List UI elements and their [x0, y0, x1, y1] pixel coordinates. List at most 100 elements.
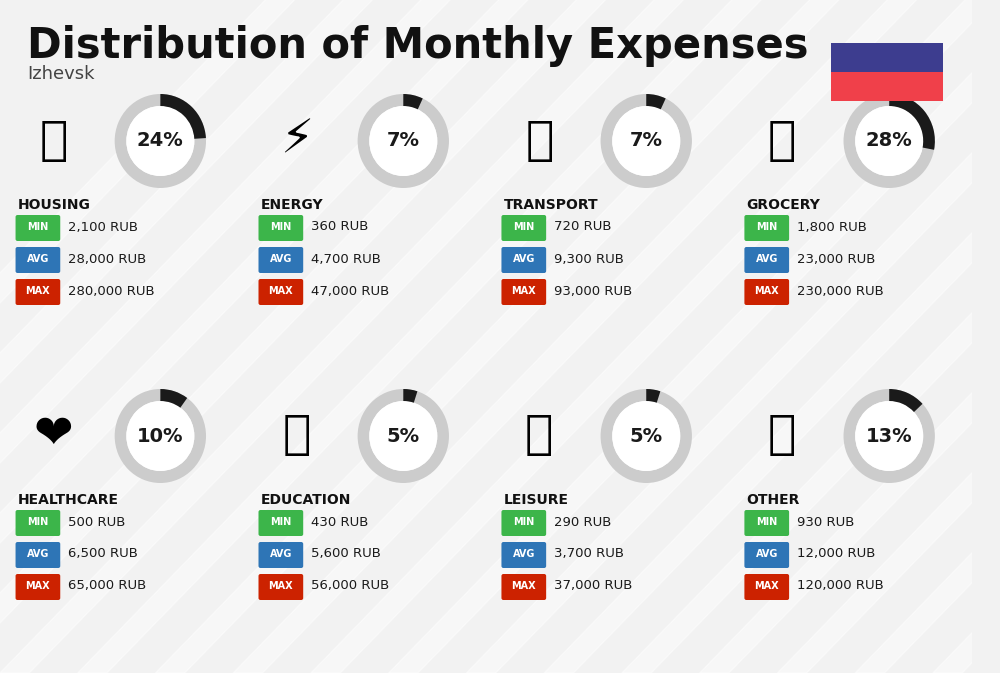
Text: MAX: MAX	[269, 581, 293, 591]
Text: AVG: AVG	[513, 549, 535, 559]
Text: MIN: MIN	[270, 517, 291, 527]
FancyBboxPatch shape	[501, 215, 546, 241]
Text: 360 RUB: 360 RUB	[311, 221, 368, 234]
Text: OTHER: OTHER	[746, 493, 800, 507]
Circle shape	[126, 401, 194, 471]
FancyBboxPatch shape	[258, 247, 303, 273]
Text: 430 RUB: 430 RUB	[311, 516, 368, 528]
Text: 230,000 RUB: 230,000 RUB	[797, 285, 884, 297]
Text: MAX: MAX	[26, 286, 50, 296]
Text: AVG: AVG	[270, 254, 292, 264]
Text: 930 RUB: 930 RUB	[797, 516, 854, 528]
Text: MAX: MAX	[511, 286, 536, 296]
Text: 2,100 RUB: 2,100 RUB	[68, 221, 138, 234]
Text: 47,000 RUB: 47,000 RUB	[311, 285, 389, 297]
Text: 56,000 RUB: 56,000 RUB	[311, 579, 389, 592]
Circle shape	[369, 106, 437, 176]
Text: 7%: 7%	[387, 131, 420, 151]
Text: 24%: 24%	[137, 131, 184, 151]
Text: 93,000 RUB: 93,000 RUB	[554, 285, 632, 297]
FancyBboxPatch shape	[258, 574, 303, 600]
Wedge shape	[358, 389, 449, 483]
Text: 28,000 RUB: 28,000 RUB	[68, 252, 146, 266]
FancyBboxPatch shape	[16, 247, 60, 273]
Text: AVG: AVG	[27, 254, 49, 264]
FancyBboxPatch shape	[501, 510, 546, 536]
Text: 23,000 RUB: 23,000 RUB	[797, 252, 875, 266]
Text: ENERGY: ENERGY	[260, 198, 323, 212]
Text: 5%: 5%	[630, 427, 663, 446]
FancyBboxPatch shape	[16, 279, 60, 305]
Text: HEALTHCARE: HEALTHCARE	[17, 493, 118, 507]
Text: ⚡: ⚡	[280, 118, 313, 164]
Text: EDUCATION: EDUCATION	[260, 493, 351, 507]
Text: 3,700 RUB: 3,700 RUB	[554, 548, 624, 561]
Text: AVG: AVG	[270, 549, 292, 559]
FancyBboxPatch shape	[831, 72, 943, 101]
Text: LEISURE: LEISURE	[503, 493, 568, 507]
FancyBboxPatch shape	[16, 574, 60, 600]
Text: Distribution of Monthly Expenses: Distribution of Monthly Expenses	[27, 25, 809, 67]
Wedge shape	[115, 389, 206, 483]
Text: 4,700 RUB: 4,700 RUB	[311, 252, 381, 266]
Text: 💰: 💰	[768, 413, 796, 458]
Text: 7%: 7%	[630, 131, 663, 151]
FancyBboxPatch shape	[744, 247, 789, 273]
Text: MIN: MIN	[27, 222, 49, 232]
Text: MIN: MIN	[513, 222, 534, 232]
Wedge shape	[160, 389, 187, 408]
FancyBboxPatch shape	[16, 542, 60, 568]
Text: 🏢: 🏢	[39, 118, 68, 164]
Text: 10%: 10%	[137, 427, 184, 446]
Wedge shape	[844, 94, 935, 188]
Text: 6,500 RUB: 6,500 RUB	[68, 548, 138, 561]
Wedge shape	[646, 389, 660, 402]
Text: 🚌: 🚌	[525, 118, 554, 164]
Text: HOUSING: HOUSING	[17, 198, 90, 212]
FancyBboxPatch shape	[831, 43, 943, 101]
Text: MIN: MIN	[513, 517, 534, 527]
FancyBboxPatch shape	[744, 574, 789, 600]
Text: 1,800 RUB: 1,800 RUB	[797, 221, 867, 234]
Circle shape	[369, 401, 437, 471]
FancyBboxPatch shape	[744, 215, 789, 241]
Wedge shape	[646, 94, 666, 109]
FancyBboxPatch shape	[258, 542, 303, 568]
Circle shape	[855, 106, 923, 176]
Wedge shape	[403, 389, 417, 402]
Text: 🎓: 🎓	[282, 413, 311, 458]
Wedge shape	[403, 94, 423, 109]
Text: 28%: 28%	[866, 131, 913, 151]
Text: 720 RUB: 720 RUB	[554, 221, 611, 234]
Text: 5,600 RUB: 5,600 RUB	[311, 548, 381, 561]
Text: 13%: 13%	[866, 427, 913, 446]
Text: MAX: MAX	[754, 286, 779, 296]
Text: 🛒: 🛒	[768, 118, 796, 164]
FancyBboxPatch shape	[501, 574, 546, 600]
Text: MIN: MIN	[756, 222, 777, 232]
Text: GROCERY: GROCERY	[746, 198, 820, 212]
Text: 280,000 RUB: 280,000 RUB	[68, 285, 155, 297]
Circle shape	[612, 401, 680, 471]
Text: MIN: MIN	[270, 222, 291, 232]
Text: 65,000 RUB: 65,000 RUB	[68, 579, 146, 592]
Text: 37,000 RUB: 37,000 RUB	[554, 579, 632, 592]
Text: Izhevsk: Izhevsk	[27, 65, 95, 83]
FancyBboxPatch shape	[744, 542, 789, 568]
Text: 290 RUB: 290 RUB	[554, 516, 611, 528]
FancyBboxPatch shape	[744, 510, 789, 536]
FancyBboxPatch shape	[258, 279, 303, 305]
Wedge shape	[160, 94, 206, 139]
Text: MAX: MAX	[754, 581, 779, 591]
Text: 120,000 RUB: 120,000 RUB	[797, 579, 884, 592]
Text: MIN: MIN	[756, 517, 777, 527]
FancyBboxPatch shape	[501, 542, 546, 568]
Circle shape	[126, 106, 194, 176]
FancyBboxPatch shape	[16, 215, 60, 241]
FancyBboxPatch shape	[501, 279, 546, 305]
FancyBboxPatch shape	[258, 215, 303, 241]
Text: AVG: AVG	[756, 254, 778, 264]
Text: MAX: MAX	[26, 581, 50, 591]
Text: TRANSPORT: TRANSPORT	[503, 198, 598, 212]
Text: 9,300 RUB: 9,300 RUB	[554, 252, 624, 266]
